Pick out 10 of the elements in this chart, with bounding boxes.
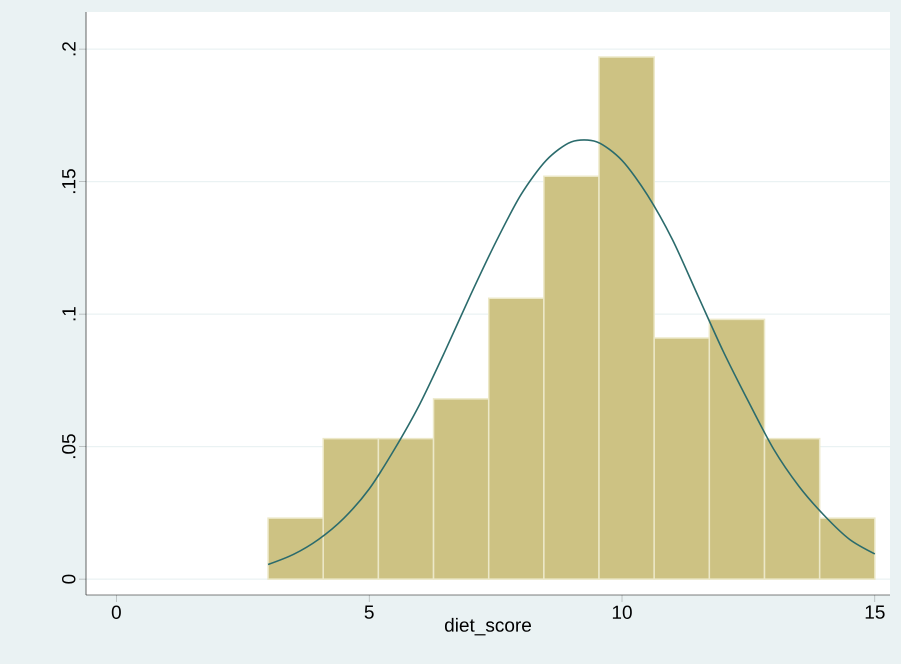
x-axis-title: diet_score: [444, 618, 531, 636]
x-tick-label: 5: [364, 606, 374, 619]
y-tick-label: 0: [62, 574, 76, 584]
x-tick-label: 10: [612, 606, 632, 619]
y-tick-label: .05: [62, 434, 76, 458]
x-tick-label: 0: [112, 606, 121, 619]
y-tick-label: .15: [62, 169, 76, 194]
y-tick-label: .2: [62, 42, 76, 56]
y-tick-label: .1: [62, 307, 76, 320]
x-tick-label: 15: [866, 606, 885, 619]
